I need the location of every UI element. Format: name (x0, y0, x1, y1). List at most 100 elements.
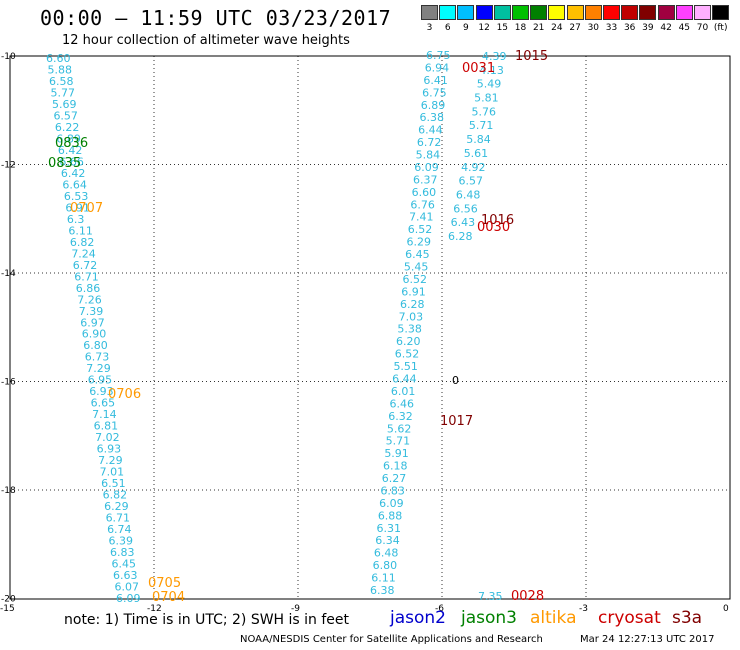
wave-height-reading: 6.57 (53, 109, 78, 122)
wave-height-reading: 6.93 (97, 443, 122, 456)
legend-value: 12 (478, 23, 490, 33)
wave-height-reading: 5.51 (393, 360, 418, 373)
legend-swatch (657, 5, 675, 20)
x-tick-label: 0 (723, 604, 729, 614)
legend-swatch (694, 5, 711, 20)
wave-height-reading: 6.09 (116, 592, 141, 605)
legend-swatch (493, 5, 511, 20)
wave-height-reading: 6.93 (89, 385, 114, 398)
wave-height-reading: 6.97 (80, 316, 105, 329)
wave-height-reading: 6.60 (46, 52, 71, 65)
wave-height-reading: 6.52 (403, 273, 428, 286)
wave-height-reading: 6.64 (62, 178, 87, 191)
wave-height-reading: 5.49 (477, 78, 502, 91)
pass-time-label: 0705 (148, 576, 181, 591)
wave-height-reading: 6.11 (68, 224, 93, 237)
legend-value: 24 (551, 23, 563, 33)
wave-height-reading: 7.26 (77, 293, 102, 306)
units-note: note: 1) Time is in UTC; 2) SWH is in fe… (64, 612, 350, 628)
legend-value: 33 (605, 23, 618, 33)
wave-height-reading: 6.58 (49, 75, 74, 88)
y-tick-label: -20 (1, 595, 16, 605)
wave-height-reading: 5.81 (474, 92, 499, 105)
wave-height-reading: 5.61 (464, 147, 489, 160)
y-tick-label: -14 (1, 269, 16, 279)
wave-height-reading: 5.76 (472, 105, 497, 118)
legend-swatch (621, 5, 639, 20)
legend-swatch (512, 5, 529, 20)
wave-height-reading: 6.28 (400, 298, 425, 311)
wave-height-reading: 6.3 (67, 213, 85, 226)
wave-height-reading: 6.48 (374, 547, 399, 560)
wave-height-reading: 6.75 (422, 86, 447, 99)
pass-time-label: 1016 (481, 213, 514, 228)
legend-value: 18 (514, 23, 527, 33)
wave-height-reading: 6.91 (65, 201, 90, 214)
wave-height-reading: 6.95 (88, 374, 113, 387)
legend-value: 9 (463, 23, 469, 33)
legend-value: 45 (678, 23, 691, 33)
legend-value: 30 (587, 23, 600, 33)
legend-value: 3 (426, 23, 433, 33)
wave-height-reading: 6.76 (410, 198, 435, 211)
wave-height-reading: 6.18 (383, 460, 408, 473)
wave-height-reading: 6.42 (61, 167, 86, 180)
wave-height-reading: 6.20 (396, 335, 421, 348)
wave-height-reading: 6.41 (423, 74, 448, 87)
legend-value: 15 (496, 23, 509, 33)
wave-height-reading: 6.88 (378, 509, 403, 522)
wave-height-reading: 6.82 (103, 489, 128, 502)
wave-height-reading: 6.81 (94, 420, 119, 433)
wave-height-reading: 7.24 (71, 247, 96, 260)
wave-height-reading: 7.29 (86, 362, 111, 375)
wave-height-reading: 5.71 (469, 119, 494, 132)
wave-height-reading: 6.86 (76, 282, 101, 295)
legend-value: 6 (444, 23, 451, 33)
y-tick-label: -18 (1, 486, 16, 496)
wave-height-reading: 6.83 (110, 546, 135, 559)
wave-height-reading: 5.91 (384, 447, 409, 460)
x-tick-label: -6 (435, 604, 444, 614)
legend-swatch (675, 5, 693, 20)
wave-height-reading: 5.84 (416, 149, 441, 162)
satellite-legend-altika: altika (530, 608, 577, 628)
pass-time-label: 0835 (48, 156, 81, 171)
wave-height-reading: 6.29 (406, 236, 431, 249)
wave-height-reading: 6.42 (58, 144, 83, 157)
pass-time-label: 0836 (55, 136, 88, 151)
wave-height-reading: 6.51 (101, 477, 126, 490)
wave-height-reading: 6.89 (56, 132, 81, 145)
wave-height-reading: 6.57 (458, 175, 483, 188)
wave-height-reading: 6.80 (373, 559, 398, 572)
wave-height-reading: 5.69 (52, 98, 76, 111)
pass-time-label: 0704 (152, 590, 185, 605)
pass-time-label: 0707 (70, 201, 103, 216)
wave-height-reading: 6.09 (414, 161, 439, 174)
wave-height-reading: 6.37 (413, 173, 438, 186)
legend-swatch (603, 5, 620, 20)
wave-height-reading: 6.60 (412, 186, 437, 199)
wave-height-reading: 5.88 (47, 63, 72, 76)
wave-height-reading: 6.72 (417, 136, 442, 149)
x-tick-label: -15 (0, 604, 15, 614)
wave-height-reading: 6.38 (370, 584, 395, 597)
wave-height-reading: 6.82 (70, 236, 95, 249)
wave-height-reading: 6.80 (83, 339, 108, 352)
pass-time-label: 0706 (108, 387, 141, 402)
legend-value: 21 (532, 23, 545, 33)
y-tick-label: -12 (1, 161, 16, 171)
wave-height-reading: 7.41 (409, 211, 434, 224)
wave-height-reading: 6.63 (113, 569, 137, 582)
x-tick-label: -3 (579, 604, 588, 614)
footer-timestamp: Mar 24 12:27:13 UTC 2017 (580, 634, 715, 645)
legend-value: 36 (623, 23, 636, 33)
pass-time-label: 1015 (515, 49, 548, 64)
wave-height-reading: 6.94 (425, 61, 450, 74)
wave-height-reading: 6.31 (377, 522, 402, 535)
legend-value: 70 (696, 23, 709, 33)
track-marker: 0 (452, 374, 459, 387)
wave-height-reading: 6.74 (107, 523, 132, 536)
wave-height-reading: 6.01 (391, 385, 416, 398)
